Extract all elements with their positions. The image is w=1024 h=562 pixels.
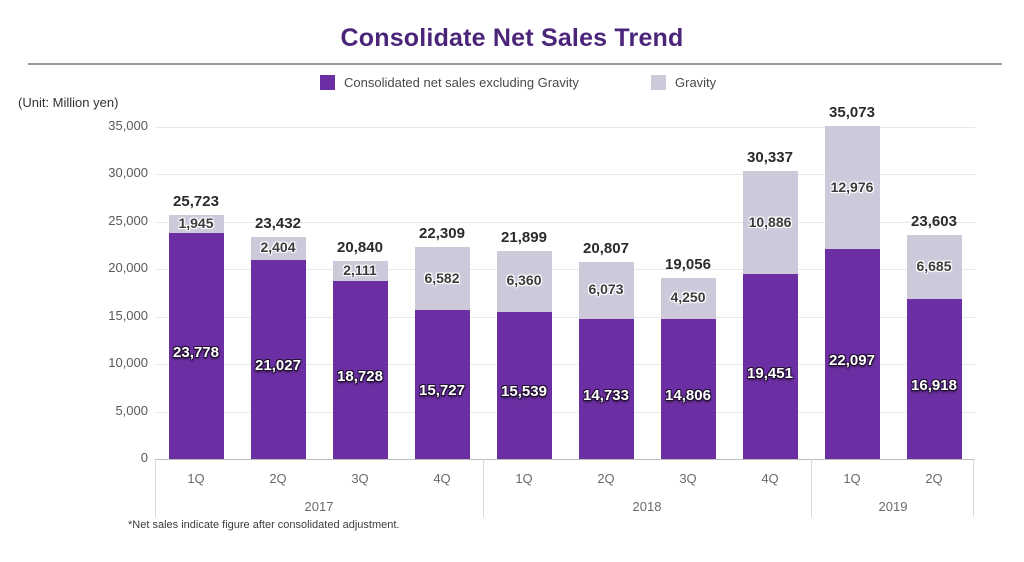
gravity-value-label: 2,111 <box>343 262 377 279</box>
legend: Consolidated net sales excluding Gravity… <box>0 75 1024 95</box>
bar-segment-gravity <box>414 247 470 310</box>
year-group-label: 2019 <box>878 499 908 514</box>
year-group-divider <box>811 459 812 517</box>
bar-total-label: 35,073 <box>829 104 875 122</box>
title-divider <box>28 63 1002 65</box>
gravity-value-label: 6,582 <box>424 269 460 286</box>
x-axis-quarter-label: 2Q <box>597 471 615 486</box>
year-group-divider <box>973 459 974 517</box>
gravity-value-label: 10,886 <box>748 213 792 230</box>
bar-total-label: 25,723 <box>173 192 219 210</box>
gravity-value-label: 6,685 <box>916 257 952 274</box>
y-axis-tick-label: 35,000 <box>108 118 148 133</box>
bar-segment-gravity <box>660 278 716 319</box>
y-axis-tick-label: 5,000 <box>115 402 148 418</box>
bar-segment-gravity <box>824 126 880 250</box>
gravity-value-label: 4,250 <box>670 289 706 306</box>
bar-segment-net-sales <box>906 298 962 459</box>
y-axis-tick-label: 15,000 <box>108 307 148 323</box>
gravity-value-label: 12,976 <box>830 178 874 195</box>
net-sales-value-label: 15,727 <box>419 382 465 400</box>
bar-segment-gravity <box>496 251 552 312</box>
net-sales-swatch-icon <box>320 75 335 90</box>
x-axis-quarter-label: 1Q <box>515 471 533 486</box>
gravity-value-label: 6,360 <box>506 272 542 289</box>
net-sales-value-label: 23,778 <box>173 344 219 362</box>
bar-total-label: 30,337 <box>747 149 793 167</box>
gravity-value-label: 1,945 <box>178 215 214 232</box>
gravity-value-label: 6,073 <box>588 281 624 298</box>
unit-label: (Unit: Million yen) <box>18 95 119 110</box>
y-axis-tick-label: 10,000 <box>108 355 148 371</box>
net-sales-value-label: 21,027 <box>255 357 301 375</box>
net-sales-value-label: 19,451 <box>747 364 793 382</box>
x-axis-baseline <box>155 459 975 460</box>
bar-segment-net-sales <box>414 309 470 459</box>
legend-item-gravity: Gravity <box>651 75 716 90</box>
legend-label-net-sales: Consolidated net sales excluding Gravity <box>344 75 579 90</box>
net-sales-value-label: 16,918 <box>911 376 957 394</box>
y-axis-tick-label: 0 <box>140 450 148 465</box>
net-sales-value-label: 22,097 <box>829 352 875 370</box>
bar-segment-net-sales <box>578 319 634 459</box>
bar-segment-net-sales <box>660 318 716 459</box>
year-group-divider <box>155 459 156 517</box>
year-group-divider <box>483 459 484 517</box>
bar-segment-net-sales <box>250 259 306 459</box>
footnote: *Net sales indicate figure after consoli… <box>128 519 400 531</box>
gridline <box>155 411 975 413</box>
year-group-label: 2018 <box>632 499 662 514</box>
x-axis-quarter-label: 4Q <box>433 471 451 486</box>
bar-segment-gravity <box>168 214 224 234</box>
bar-segment-gravity <box>742 171 798 275</box>
gridline <box>155 269 975 271</box>
x-axis-quarter-label: 3Q <box>679 471 697 486</box>
net-sales-value-label: 14,733 <box>583 387 629 405</box>
year-group-label: 2017 <box>304 499 334 514</box>
bar-total-label: 19,056 <box>665 256 711 274</box>
bar-total-label: 23,432 <box>255 214 301 232</box>
bar-total-label: 20,840 <box>337 239 383 257</box>
x-axis-quarter-label: 4Q <box>761 471 779 486</box>
x-axis-quarter-label: 1Q <box>187 471 205 486</box>
bar-total-label: 21,899 <box>501 229 547 247</box>
gravity-value-label: 2,404 <box>260 239 296 256</box>
chart-title: Consolidate Net Sales Trend <box>340 24 684 52</box>
bar-segment-gravity <box>250 236 306 260</box>
x-axis-quarter-label: 3Q <box>351 471 369 486</box>
x-axis-quarter-label: 2Q <box>925 471 943 486</box>
net-sales-value-label: 18,728 <box>337 368 383 386</box>
bar-segment-net-sales <box>168 233 224 459</box>
net-sales-value-label: 15,539 <box>501 383 547 401</box>
y-axis-tick-label: 25,000 <box>108 212 148 228</box>
bar-total-label: 23,603 <box>911 213 957 231</box>
gridline <box>155 127 975 128</box>
x-axis-quarter-label: 2Q <box>269 471 287 486</box>
net-sales-value-label: 14,806 <box>665 386 711 404</box>
bar-segment-net-sales <box>742 274 798 459</box>
y-axis-tick-label: 30,000 <box>108 165 148 181</box>
bar-total-label: 20,807 <box>583 239 629 257</box>
gridline <box>155 221 975 223</box>
y-axis-tick-label: 20,000 <box>108 260 148 276</box>
bar-segment-net-sales <box>824 249 880 459</box>
bar-segment-gravity <box>332 261 388 282</box>
x-axis-quarter-label: 1Q <box>843 471 861 486</box>
legend-label-gravity: Gravity <box>675 75 717 90</box>
bar-segment-gravity <box>906 235 962 299</box>
bar-segment-gravity <box>578 261 634 320</box>
gridline <box>155 174 975 176</box>
bar-segment-net-sales <box>332 281 388 459</box>
bar-segment-net-sales <box>496 311 552 459</box>
gravity-swatch-icon <box>651 75 666 90</box>
bar-total-label: 22,309 <box>419 225 465 243</box>
legend-item-net-sales: Consolidated net sales excluding Gravity <box>320 75 579 90</box>
gridline <box>155 316 975 318</box>
gridline <box>155 364 975 366</box>
